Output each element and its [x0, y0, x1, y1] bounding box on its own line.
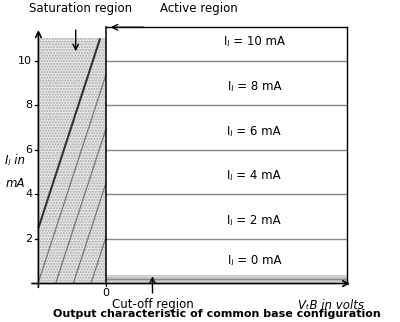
Text: 8: 8	[25, 100, 32, 110]
Text: 2: 2	[25, 234, 32, 244]
Text: Iⱼ in: Iⱼ in	[5, 155, 25, 167]
Text: Iⱼ = 10 mA: Iⱼ = 10 mA	[224, 35, 285, 48]
Text: VₜB in volts: VₜB in volts	[298, 299, 364, 312]
Text: Saturation region: Saturation region	[29, 2, 132, 15]
Text: Iⱼ = 4 mA: Iⱼ = 4 mA	[228, 169, 281, 182]
Text: 6: 6	[25, 145, 32, 155]
Bar	[38, 38, 106, 284]
Text: 10: 10	[18, 56, 32, 66]
Text: mA: mA	[6, 177, 25, 190]
Text: Active region: Active region	[160, 2, 238, 15]
Text: Iⱼ = 2 mA: Iⱼ = 2 mA	[228, 214, 281, 227]
Text: Output characteristic of common base configuration: Output characteristic of common base con…	[53, 309, 381, 319]
Bar	[106, 275, 347, 284]
Bar	[38, 38, 106, 284]
Text: 4: 4	[25, 189, 32, 199]
Text: Cut-off region: Cut-off region	[112, 298, 193, 311]
Text: 0: 0	[103, 289, 110, 298]
Text: Iⱼ = 8 mA: Iⱼ = 8 mA	[228, 80, 281, 93]
Text: Iⱼ = 0 mA: Iⱼ = 0 mA	[228, 254, 281, 267]
Bar	[106, 275, 347, 284]
Text: Iⱼ = 6 mA: Iⱼ = 6 mA	[228, 125, 281, 137]
